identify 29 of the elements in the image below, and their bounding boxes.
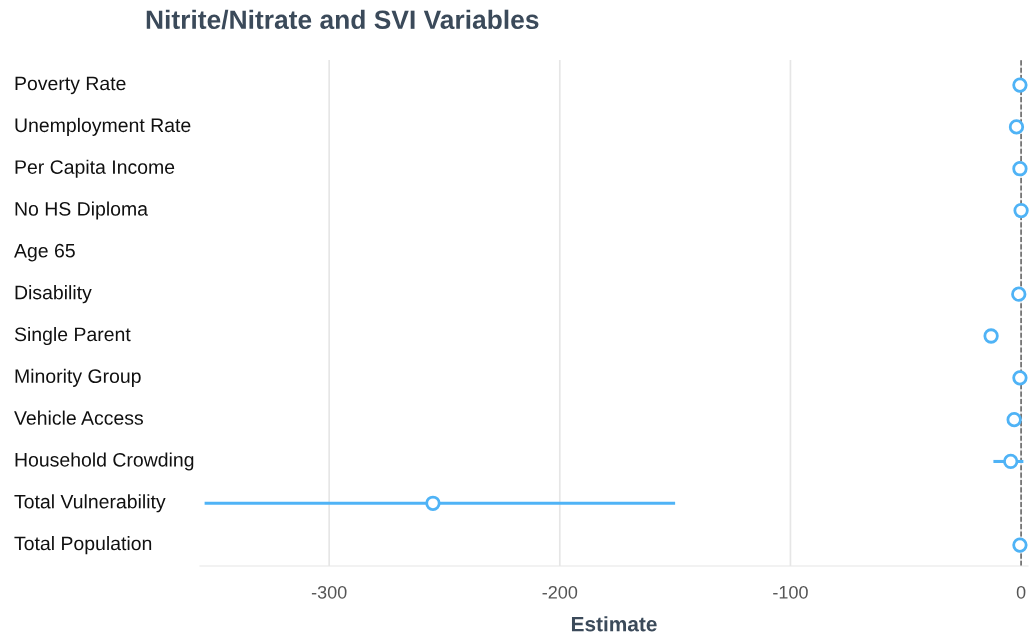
point: [1012, 77, 1028, 93]
x-tick-label: -300: [311, 585, 347, 599]
y-tick-label: Minority Group: [15, 368, 141, 387]
y-tick-label: Per Capita Income: [15, 159, 175, 178]
y-tick-label: Household Crowding: [15, 452, 194, 471]
y-tick-label: Single Parent: [14, 326, 131, 346]
point: [1012, 370, 1028, 386]
point: [1008, 119, 1025, 135]
y-tick-label: Total Population: [14, 536, 152, 555]
x-axis-title: Estimate: [571, 616, 657, 632]
x-tick-label: -200: [542, 585, 578, 599]
point: [1013, 202, 1029, 219]
point: [1006, 412, 1022, 428]
y-tick-label: Poverty Rate: [15, 76, 126, 95]
y-tick-label: No HS Diploma: [15, 201, 148, 220]
point: [1012, 537, 1028, 553]
point: [1003, 453, 1019, 470]
y-tick-label: Total Vulnerability: [14, 494, 166, 513]
point: [1012, 161, 1028, 177]
point: [425, 495, 441, 511]
y-tick-label: Unemployment Rate: [15, 117, 191, 136]
x-tick-label: -100: [773, 585, 808, 599]
point: [983, 328, 999, 344]
chart-title: Nitrite/Nitrate and SVI Variables: [146, 9, 539, 30]
point: [1011, 286, 1027, 302]
y-tick-label: Disability: [15, 285, 92, 304]
x-tick-label: 0: [1016, 585, 1026, 599]
y-tick-label: Vehicle Access: [14, 410, 144, 425]
y-tick-label: Age 65: [14, 243, 75, 262]
